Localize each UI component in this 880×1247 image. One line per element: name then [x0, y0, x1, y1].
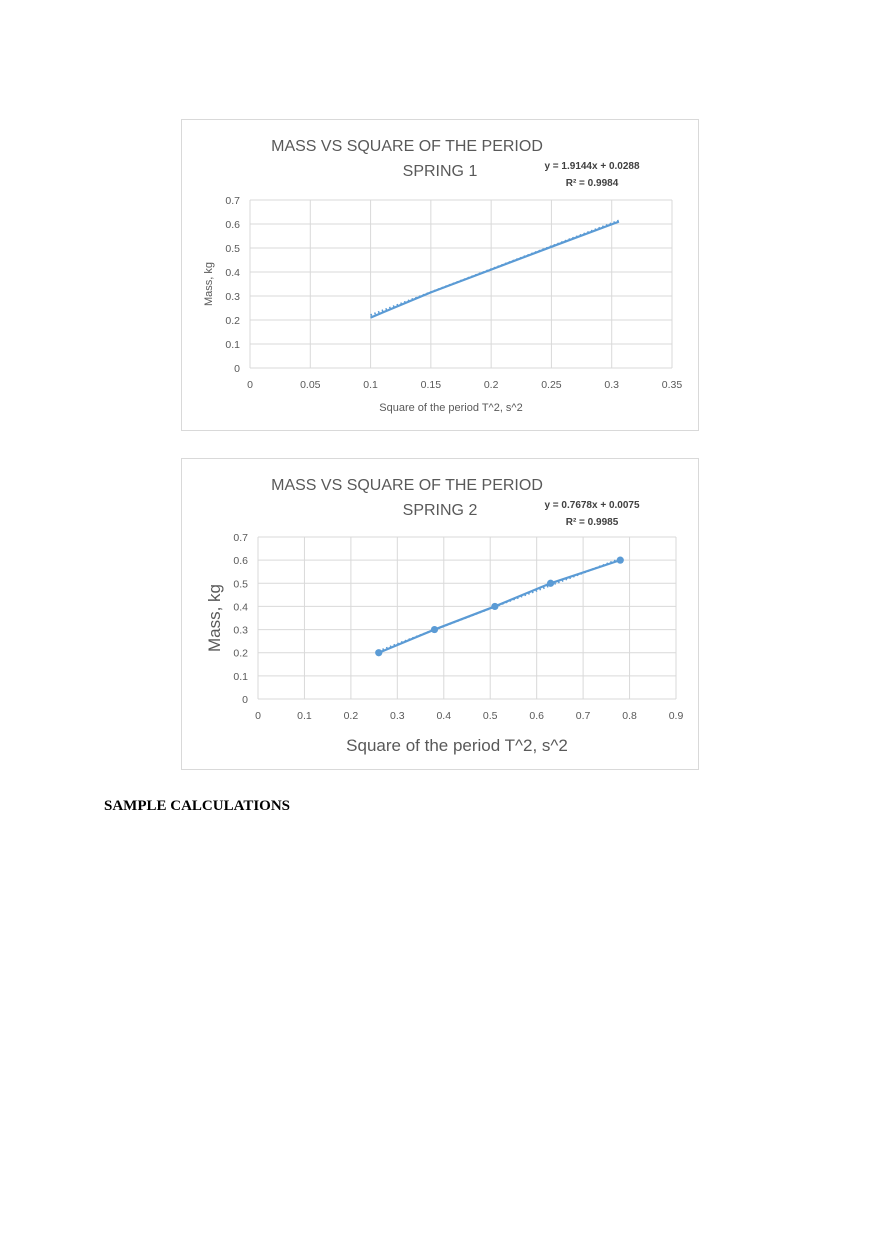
- x-tick-label: 0.3: [604, 379, 619, 391]
- x-tick-label: 0.1: [363, 379, 378, 391]
- y-tick-label: 0.2: [233, 648, 248, 660]
- trendline-equation: y = 1.9144x + 0.0288: [544, 161, 640, 172]
- y-tick-label: 0.7: [225, 195, 240, 207]
- y-tick-label: 0.1: [225, 339, 240, 351]
- x-tick-label: 0.3: [390, 710, 405, 722]
- x-tick-label: 0.6: [529, 710, 544, 722]
- data-point: [547, 579, 555, 587]
- trendline: [370, 219, 620, 317]
- x-tick-label: 0.2: [344, 710, 359, 722]
- x-tick-label: 0.1: [297, 710, 312, 722]
- x-tick-label: 0.15: [421, 379, 442, 391]
- y-tick-label: 0.3: [225, 291, 240, 303]
- chart-spring-2-svg: 0 0.1 0.2 0.3 0.4 0.5 0.6 0.7 0 0.1 0.2 0.3 0.4 0.5 0.…: [205, 477, 684, 755]
- x-tick-label: 0.05: [300, 379, 321, 391]
- chart-subtitle: SPRING 2: [403, 502, 478, 519]
- r-squared-label: R² = 0.9984: [566, 178, 619, 189]
- x-tick-label: 0: [255, 710, 261, 722]
- y-tick-label: 0: [242, 694, 248, 706]
- y-tick-label: 0.6: [233, 555, 248, 567]
- series-line: [370, 220, 620, 319]
- chart-subtitle: SPRING 1: [403, 163, 478, 180]
- y-axis-label: Mass, kg: [203, 262, 215, 306]
- x-tick-label: 0.25: [541, 379, 562, 391]
- y-tick-label: 0.5: [233, 578, 248, 590]
- y-tick-label: 0.5: [225, 243, 240, 255]
- r-squared-label: R² = 0.9985: [566, 517, 619, 528]
- x-tick-label: 0.5: [483, 710, 498, 722]
- data-point: [375, 649, 383, 657]
- x-axis-label: Square of the period T^2, s^2: [346, 736, 568, 755]
- x-tick-label: 0: [247, 379, 253, 391]
- x-tick-label: 0.9: [669, 710, 684, 722]
- chart-spring-1: 0 0.1 0.2 0.3 0.4 0.5 0.6 0.7 0 0.05 0.1 0.15 0.2 0.2…: [181, 119, 699, 431]
- chart-title: MASS VS SQUARE OF THE PERIOD: [271, 477, 543, 494]
- x-axis-label: Square of the period T^2, s^2: [379, 402, 522, 414]
- data-point: [430, 625, 439, 634]
- x-tick-label: 0.7: [576, 710, 591, 722]
- trendline-equation: y = 0.7678x + 0.0075: [544, 500, 640, 511]
- y-tick-label: 0.3: [233, 625, 248, 637]
- chart-spring-2: 0 0.1 0.2 0.3 0.4 0.5 0.6 0.7 0 0.1 0.2 0.3 0.4 0.5 0.…: [181, 458, 699, 770]
- section-heading: SAMPLE CALCULATIONS: [104, 798, 290, 814]
- data-point: [616, 556, 624, 564]
- chart-spring-1-svg: 0 0.1 0.2 0.3 0.4 0.5 0.6 0.7 0 0.05 0.1 0.15 0.2 0.2…: [203, 138, 683, 414]
- y-tick-label: 0.7: [233, 532, 248, 544]
- x-tick-label: 0.8: [622, 710, 637, 722]
- data-point: [491, 602, 499, 611]
- y-tick-label: 0: [234, 363, 240, 375]
- x-tick-label: 0.35: [662, 379, 683, 391]
- y-tick-label: 0.4: [233, 601, 248, 613]
- x-tick-label: 0.2: [484, 379, 499, 391]
- y-tick-label: 0.6: [225, 219, 240, 231]
- x-tick-label: 0.4: [436, 710, 451, 722]
- y-tick-label: 0.4: [225, 267, 240, 279]
- trendline: [378, 557, 621, 652]
- y-axis-label: Mass, kg: [205, 584, 224, 652]
- y-tick-label: 0.1: [233, 671, 248, 683]
- y-tick-label: 0.2: [225, 315, 240, 327]
- chart-title: MASS VS SQUARE OF THE PERIOD: [271, 138, 543, 155]
